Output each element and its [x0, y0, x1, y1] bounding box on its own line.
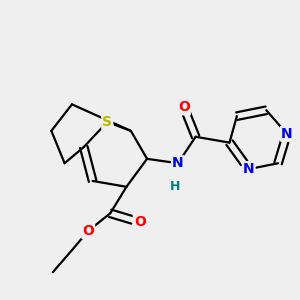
Text: N: N: [243, 162, 254, 176]
Text: O: O: [82, 224, 94, 238]
Text: S: S: [102, 115, 112, 129]
Text: O: O: [178, 100, 190, 114]
Text: N: N: [172, 156, 184, 170]
Text: H: H: [170, 180, 180, 193]
Text: N: N: [281, 127, 293, 141]
Text: O: O: [134, 215, 146, 229]
